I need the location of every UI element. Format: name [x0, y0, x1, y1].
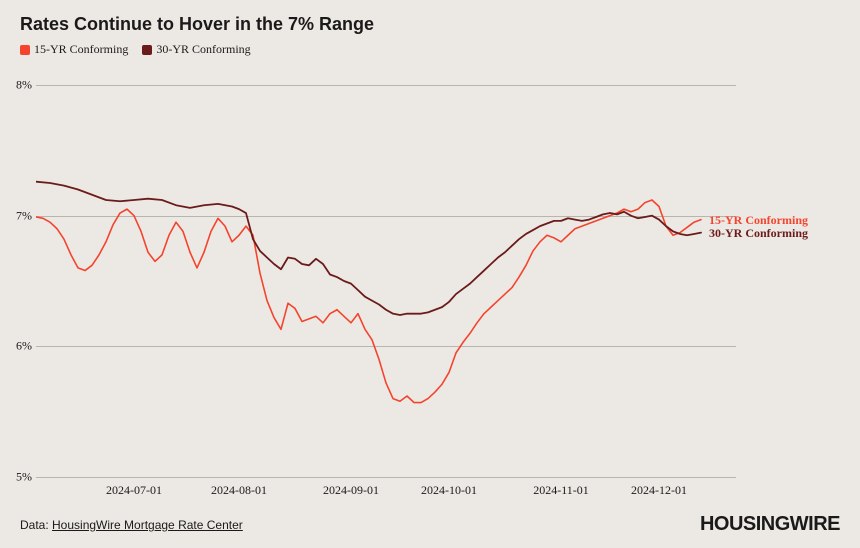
chart-title: Rates Continue to Hover in the 7% Range	[20, 14, 374, 35]
legend-label-30yr: 30-YR Conforming	[156, 42, 250, 57]
gridline	[36, 477, 736, 478]
legend-item-15yr: 15-YR Conforming	[20, 42, 128, 57]
line-chart	[36, 85, 736, 477]
x-tick-label: 2024-08-01	[211, 483, 267, 498]
x-tick-label: 2024-12-01	[631, 483, 687, 498]
brand-logo: HOUSINGWIRE	[700, 513, 840, 536]
legend-swatch-30yr	[142, 45, 152, 55]
legend-item-30yr: 30-YR Conforming	[142, 42, 250, 57]
source-prefix: Data:	[20, 518, 52, 532]
y-tick-label: 8%	[2, 78, 32, 93]
y-tick-label: 5%	[2, 470, 32, 485]
source-credit: Data: HousingWire Mortgage Rate Center	[20, 518, 243, 532]
x-tick-label: 2024-07-01	[106, 483, 162, 498]
legend: 15-YR Conforming 30-YR Conforming	[20, 42, 251, 57]
x-tick-label: 2024-10-01	[421, 483, 477, 498]
x-tick-label: 2024-09-01	[323, 483, 379, 498]
y-tick-label: 7%	[2, 208, 32, 223]
legend-label-15yr: 15-YR Conforming	[34, 42, 128, 57]
series-line	[36, 200, 701, 403]
series-line	[36, 182, 701, 315]
series-end-label: 30-YR Conforming	[709, 226, 808, 241]
x-tick-label: 2024-11-01	[533, 483, 589, 498]
source-link[interactable]: HousingWire Mortgage Rate Center	[52, 518, 243, 532]
y-tick-label: 6%	[2, 339, 32, 354]
legend-swatch-15yr	[20, 45, 30, 55]
